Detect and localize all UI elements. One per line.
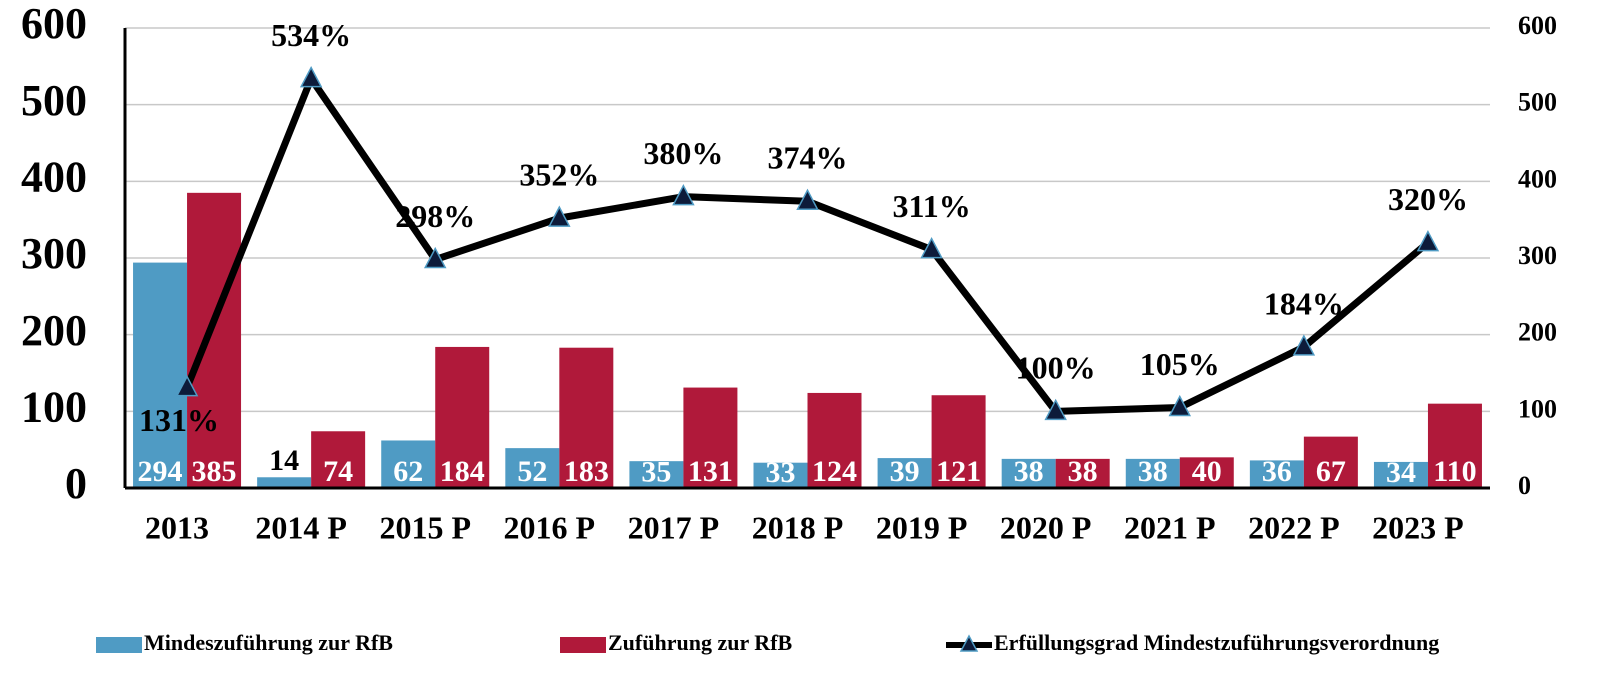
bar-value-label: 35: [641, 455, 671, 488]
y2-tick-label: 500: [1518, 88, 1557, 117]
line-value-label: 352%: [519, 156, 599, 192]
bar: [1055, 458, 1110, 488]
bar-value-label: 67: [1316, 455, 1346, 488]
bar: [931, 395, 986, 488]
bar: [1249, 460, 1304, 488]
bar: [1427, 403, 1482, 488]
legend-label: Mindeszuführung zur RfB: [144, 630, 393, 655]
y-tick-label: 200: [21, 306, 87, 355]
y2-tick-label: 600: [1518, 11, 1557, 40]
bar: [629, 461, 684, 488]
marker: [1044, 398, 1067, 421]
x-tick-label: 2023 P: [1372, 509, 1464, 545]
x-tick-label: 2022 P: [1248, 509, 1340, 545]
marker: [423, 246, 447, 269]
y-tick-label: 400: [21, 152, 87, 201]
line-value-label: 374%: [768, 140, 848, 176]
legend-swatch: [560, 637, 606, 653]
line-value-label: 311%: [892, 188, 970, 224]
x-tick-label: 2020 P: [1000, 509, 1092, 545]
line-value-label: 380%: [643, 135, 723, 171]
y-tick-label: 500: [21, 76, 87, 125]
x-tick-label: 2017 P: [628, 509, 720, 545]
bar-value-label: 52: [517, 455, 547, 488]
line-value-label: 320%: [1388, 181, 1468, 217]
bar-value-label: 183: [564, 455, 609, 488]
bar-value-label: 14: [269, 444, 299, 477]
line-value-label: 298%: [395, 198, 475, 234]
bar-value-label: 33: [766, 456, 796, 489]
line-value-label: 184%: [1264, 285, 1344, 321]
bar-value-label: 131: [688, 455, 733, 488]
line-value-label: 131%: [139, 402, 219, 438]
bar: [133, 262, 188, 488]
x-tick-label: 2018 P: [752, 509, 844, 545]
legend-label: Zuführung zur RfB: [608, 630, 793, 655]
bar: [311, 431, 366, 488]
bar: [257, 477, 312, 488]
bar-value-label: 74: [323, 455, 353, 488]
y-tick-label: 300: [21, 229, 87, 278]
bar: [1303, 436, 1358, 488]
bar-value-label: 110: [1433, 455, 1476, 488]
bar: [559, 347, 614, 488]
bar: [1373, 461, 1428, 488]
y2-tick-label: 200: [1518, 318, 1557, 347]
bar: [683, 387, 738, 488]
y2-tick-label: 400: [1518, 164, 1557, 193]
x-tick-label: 2019 P: [876, 509, 968, 545]
marker: [672, 184, 695, 206]
marker: [1168, 394, 1192, 417]
y-tick-label: 100: [21, 382, 87, 431]
legend-swatch: [96, 637, 142, 653]
marker: [1416, 230, 1440, 252]
x-tick-label: 2014 P: [255, 509, 347, 545]
x-tick-label: 2015 P: [379, 509, 471, 545]
bar: [505, 448, 560, 488]
bar-value-label: 121: [936, 455, 981, 488]
line-value-label: 534%: [271, 17, 351, 53]
y2-tick-label: 0: [1518, 471, 1531, 500]
bar: [807, 392, 862, 488]
line-value-label: 100%: [1016, 350, 1096, 386]
bar-value-label: 34: [1386, 456, 1416, 489]
bar-value-label: 62: [393, 455, 423, 488]
marker: [175, 374, 199, 397]
bar-value-label: 38: [1138, 455, 1168, 488]
y-tick-label: 600: [21, 0, 87, 48]
legend-swatch: [959, 634, 979, 652]
bar: [435, 346, 490, 488]
bar-value-label: 294: [138, 455, 183, 488]
bar-value-label: 39: [890, 455, 920, 488]
marker: [548, 205, 571, 227]
bar: [187, 192, 242, 489]
bar-value-label: 385: [192, 455, 237, 488]
marker: [299, 65, 323, 88]
line-value-label: 105%: [1140, 346, 1220, 382]
bar-value-label: 184: [440, 455, 485, 488]
bar: [1001, 458, 1056, 488]
bar: [877, 458, 932, 488]
bar-value-label: 38: [1014, 455, 1044, 488]
bar-value-label: 36: [1262, 455, 1292, 488]
legend-label: Erfüllungsgrad Mindestzuführungsverordnu…: [994, 630, 1439, 655]
x-tick-label: 2016 P: [504, 509, 596, 545]
x-tick-label: 2013: [145, 509, 209, 545]
bar: [1125, 458, 1180, 488]
marker: [920, 236, 943, 259]
bar: [1179, 457, 1234, 488]
y2-tick-label: 100: [1518, 394, 1557, 423]
bar-value-label: 40: [1192, 455, 1222, 488]
bar: [381, 440, 436, 488]
y-tick-label: 0: [65, 459, 87, 508]
x-tick-label: 2021 P: [1124, 509, 1216, 545]
line: [183, 75, 1431, 415]
bar-value-label: 38: [1068, 455, 1098, 488]
marker: [796, 188, 819, 211]
bar: [753, 462, 808, 488]
marker: [1292, 334, 1316, 356]
y2-tick-label: 300: [1518, 241, 1557, 270]
bar-value-label: 124: [812, 455, 857, 488]
